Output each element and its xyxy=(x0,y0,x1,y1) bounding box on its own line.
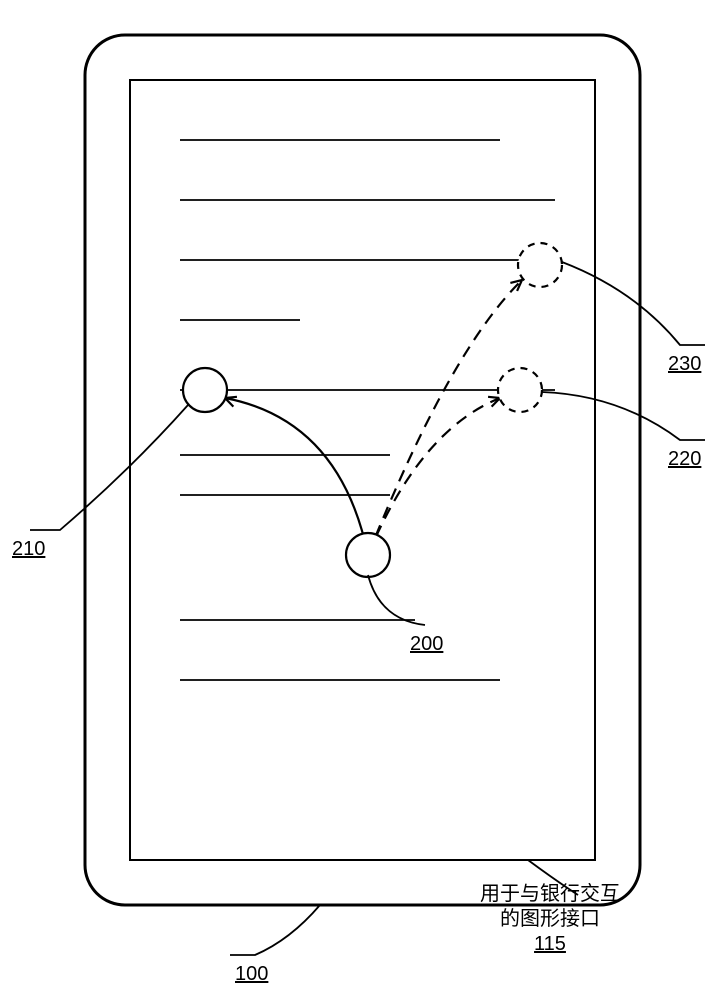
caption-ref: 115 xyxy=(534,933,566,955)
device-outline xyxy=(85,35,640,905)
gesture-paths xyxy=(225,280,522,555)
leaders: 100 200 210 220 230 xyxy=(12,262,705,985)
screen-caption: 用于与银行交互的图形接口 115 xyxy=(480,882,620,955)
content-lines xyxy=(180,140,555,680)
ref-label-100: 100 xyxy=(235,963,268,985)
gesture-arc xyxy=(225,398,368,555)
leader-230 xyxy=(562,262,705,345)
ref-label-210: 210 xyxy=(12,538,45,560)
ref-label-220: 220 xyxy=(668,448,701,470)
touch-points xyxy=(183,243,562,577)
screen-rect xyxy=(130,80,595,860)
leader-200 xyxy=(368,575,425,625)
gesture-arc xyxy=(368,398,500,555)
touch-point-230 xyxy=(518,243,562,287)
leader-220 xyxy=(542,392,705,440)
touch-point-210 xyxy=(183,368,227,412)
touch-point-200 xyxy=(346,533,390,577)
ref-label-200: 200 xyxy=(410,633,443,655)
gesture-arc xyxy=(368,280,522,555)
leader-210 xyxy=(30,405,188,530)
ref-label-230: 230 xyxy=(668,353,701,375)
leader-100 xyxy=(230,905,320,955)
touch-point-220 xyxy=(498,368,542,412)
caption-line-1: 用于与银行交互 xyxy=(480,882,620,905)
caption-line-2: 的图形接口 xyxy=(500,907,600,930)
